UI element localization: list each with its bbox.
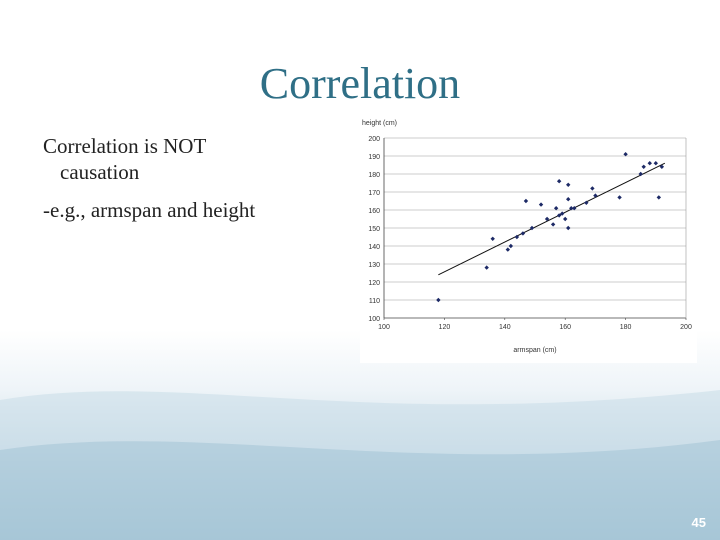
page-number: 45: [691, 515, 706, 530]
x-tick-label: 140: [499, 324, 511, 331]
data-point: [529, 225, 535, 231]
data-point: [550, 222, 556, 227]
y-tick-label: 160: [368, 208, 380, 215]
data-point: [584, 200, 589, 205]
trend-line: [438, 162, 666, 276]
data-point: [553, 206, 559, 211]
y-tick-label: 170: [368, 190, 380, 197]
y-tick-label: 190: [368, 154, 380, 161]
bullet-1-line-1: Correlation is NOT: [43, 134, 207, 158]
data-point: [566, 197, 571, 202]
y-tick-label: 140: [368, 244, 380, 251]
x-tick-label: 100: [378, 324, 390, 331]
data-point: [566, 182, 571, 187]
x-tick-label: 120: [439, 324, 451, 331]
data-point: [656, 195, 662, 200]
y-tick-label: 200: [368, 136, 380, 143]
data-point: [505, 247, 511, 252]
data-point: [617, 195, 622, 200]
data-point: [538, 202, 544, 207]
x-tick-label: 160: [559, 324, 571, 331]
x-tick-label: 180: [620, 324, 632, 331]
data-point: [566, 225, 571, 231]
data-point: [623, 152, 628, 157]
slide-body: Correlation is NOT causation -e.g., arms…: [43, 133, 343, 223]
y-tick-label: 110: [369, 298, 380, 305]
data-point: [514, 234, 520, 240]
data-point: [590, 186, 595, 191]
slide-title: Correlation: [259, 59, 461, 108]
data-point: [490, 236, 495, 241]
data-point: [569, 206, 574, 211]
data-point: [647, 161, 652, 166]
data-point: [523, 198, 529, 204]
y-tick-label: 120: [368, 280, 380, 287]
data-point: [556, 179, 562, 184]
x-axis-label: armspan (cm): [513, 347, 556, 354]
y-tick-label: 100: [368, 316, 380, 323]
data-point: [653, 161, 658, 166]
data-point: [436, 297, 441, 303]
data-point: [484, 265, 489, 270]
scatter-plot-svg: 100 110 120 130 140 150 160 170 180 190 200 100 120 1…: [362, 120, 692, 354]
scatter-chart: 100 110 120 130 140 150 160 170 180 190 200 100 120 1…: [360, 115, 697, 363]
y-tick-label: 130: [368, 262, 380, 269]
data-point: [508, 243, 514, 249]
y-tick-label: 150: [368, 226, 380, 233]
background-wave: [0, 390, 720, 540]
y-tick-label: 180: [368, 172, 380, 179]
x-tick-label: 200: [680, 324, 692, 331]
data-point: [641, 164, 646, 169]
data-point: [572, 206, 577, 211]
bullet-1-line-2: causation: [60, 160, 140, 184]
y-axis-label: height (cm): [362, 120, 397, 127]
bullet-2-line-1: -e.g., armspan and height: [43, 198, 256, 222]
data-point: [563, 216, 568, 222]
